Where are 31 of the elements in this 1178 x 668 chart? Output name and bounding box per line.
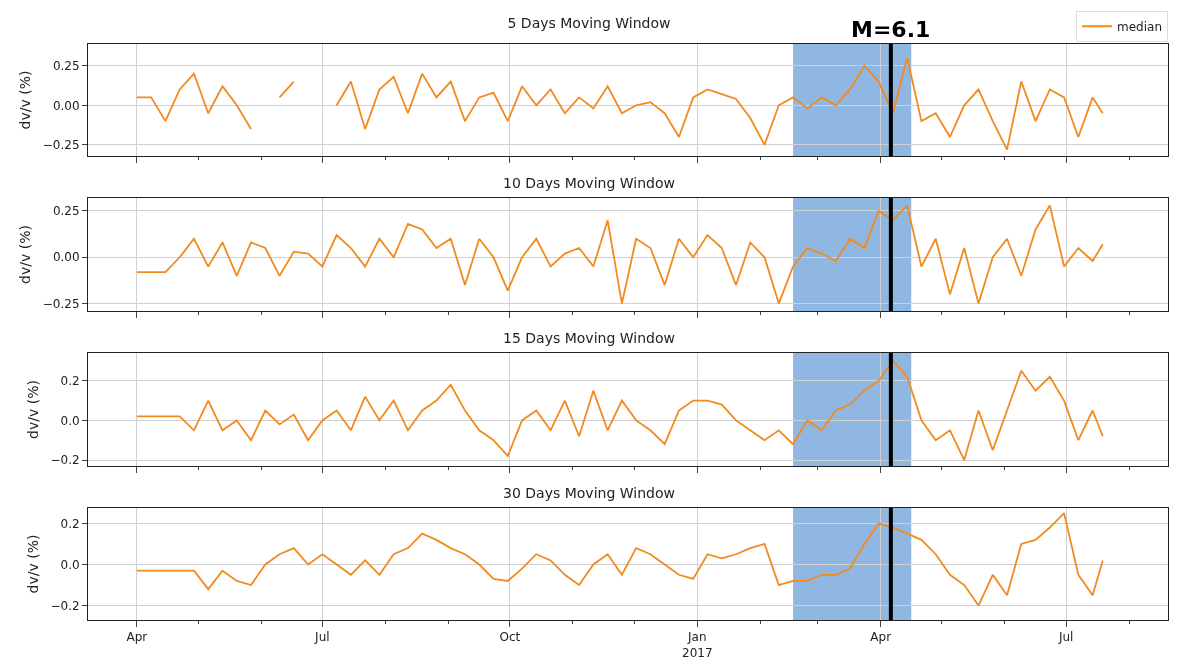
line-series bbox=[136, 360, 1104, 461]
y-tick-label: −0.2 bbox=[50, 598, 80, 613]
y-tick-label: 0.0 bbox=[60, 557, 80, 572]
x-tick-label: Oct bbox=[499, 630, 521, 645]
chart-title: 10 Days Moving Window bbox=[503, 174, 675, 191]
y-tick-label: 0.2 bbox=[60, 373, 80, 388]
x-tick-label: Jul bbox=[1057, 630, 1074, 645]
ref-line-label: M=6.1 bbox=[851, 17, 931, 42]
y-axis-title: dv/v (%) bbox=[17, 70, 34, 130]
legend-label: median bbox=[1117, 19, 1162, 34]
line-series bbox=[136, 204, 1104, 305]
y-tick-label: 0.00 bbox=[52, 250, 80, 265]
y-tick-label: −0.25 bbox=[42, 138, 80, 153]
x-tick-label: Apr bbox=[870, 630, 892, 645]
y-tick-label: 0.25 bbox=[52, 58, 80, 73]
x-tick-label: Apr bbox=[126, 630, 148, 645]
y-tick-label: 0.00 bbox=[52, 98, 80, 113]
y-tick-label: 0.25 bbox=[52, 204, 80, 219]
y-axis-title: dv/v (%) bbox=[25, 534, 42, 594]
x-tick-label: Jan 2017 bbox=[682, 630, 713, 660]
line-series bbox=[136, 512, 1104, 607]
y-tick-label: 0.0 bbox=[60, 413, 80, 428]
x-tick-label: Jul bbox=[314, 630, 330, 645]
y-tick-label: 0.2 bbox=[60, 516, 80, 531]
chart-title: 30 Days Moving Window bbox=[503, 484, 675, 501]
y-tick-label: −0.25 bbox=[42, 296, 80, 311]
y-axis-title: dv/v (%) bbox=[17, 225, 34, 284]
chart-title: 15 Days Moving Window bbox=[503, 329, 675, 346]
y-axis-title: dv/v (%) bbox=[25, 380, 42, 439]
chart-title: 5 Days Moving Window bbox=[507, 14, 671, 31]
y-tick-label: −0.2 bbox=[50, 453, 80, 468]
